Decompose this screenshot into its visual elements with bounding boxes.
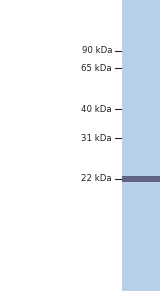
Text: 31 kDa: 31 kDa <box>81 134 112 143</box>
Text: 90 kDa: 90 kDa <box>81 47 112 55</box>
Text: 65 kDa: 65 kDa <box>81 64 112 73</box>
Text: 40 kDa: 40 kDa <box>81 105 112 113</box>
Bar <box>122 176 160 182</box>
Bar <box>122 0 160 291</box>
Text: 22 kDa: 22 kDa <box>81 175 112 183</box>
